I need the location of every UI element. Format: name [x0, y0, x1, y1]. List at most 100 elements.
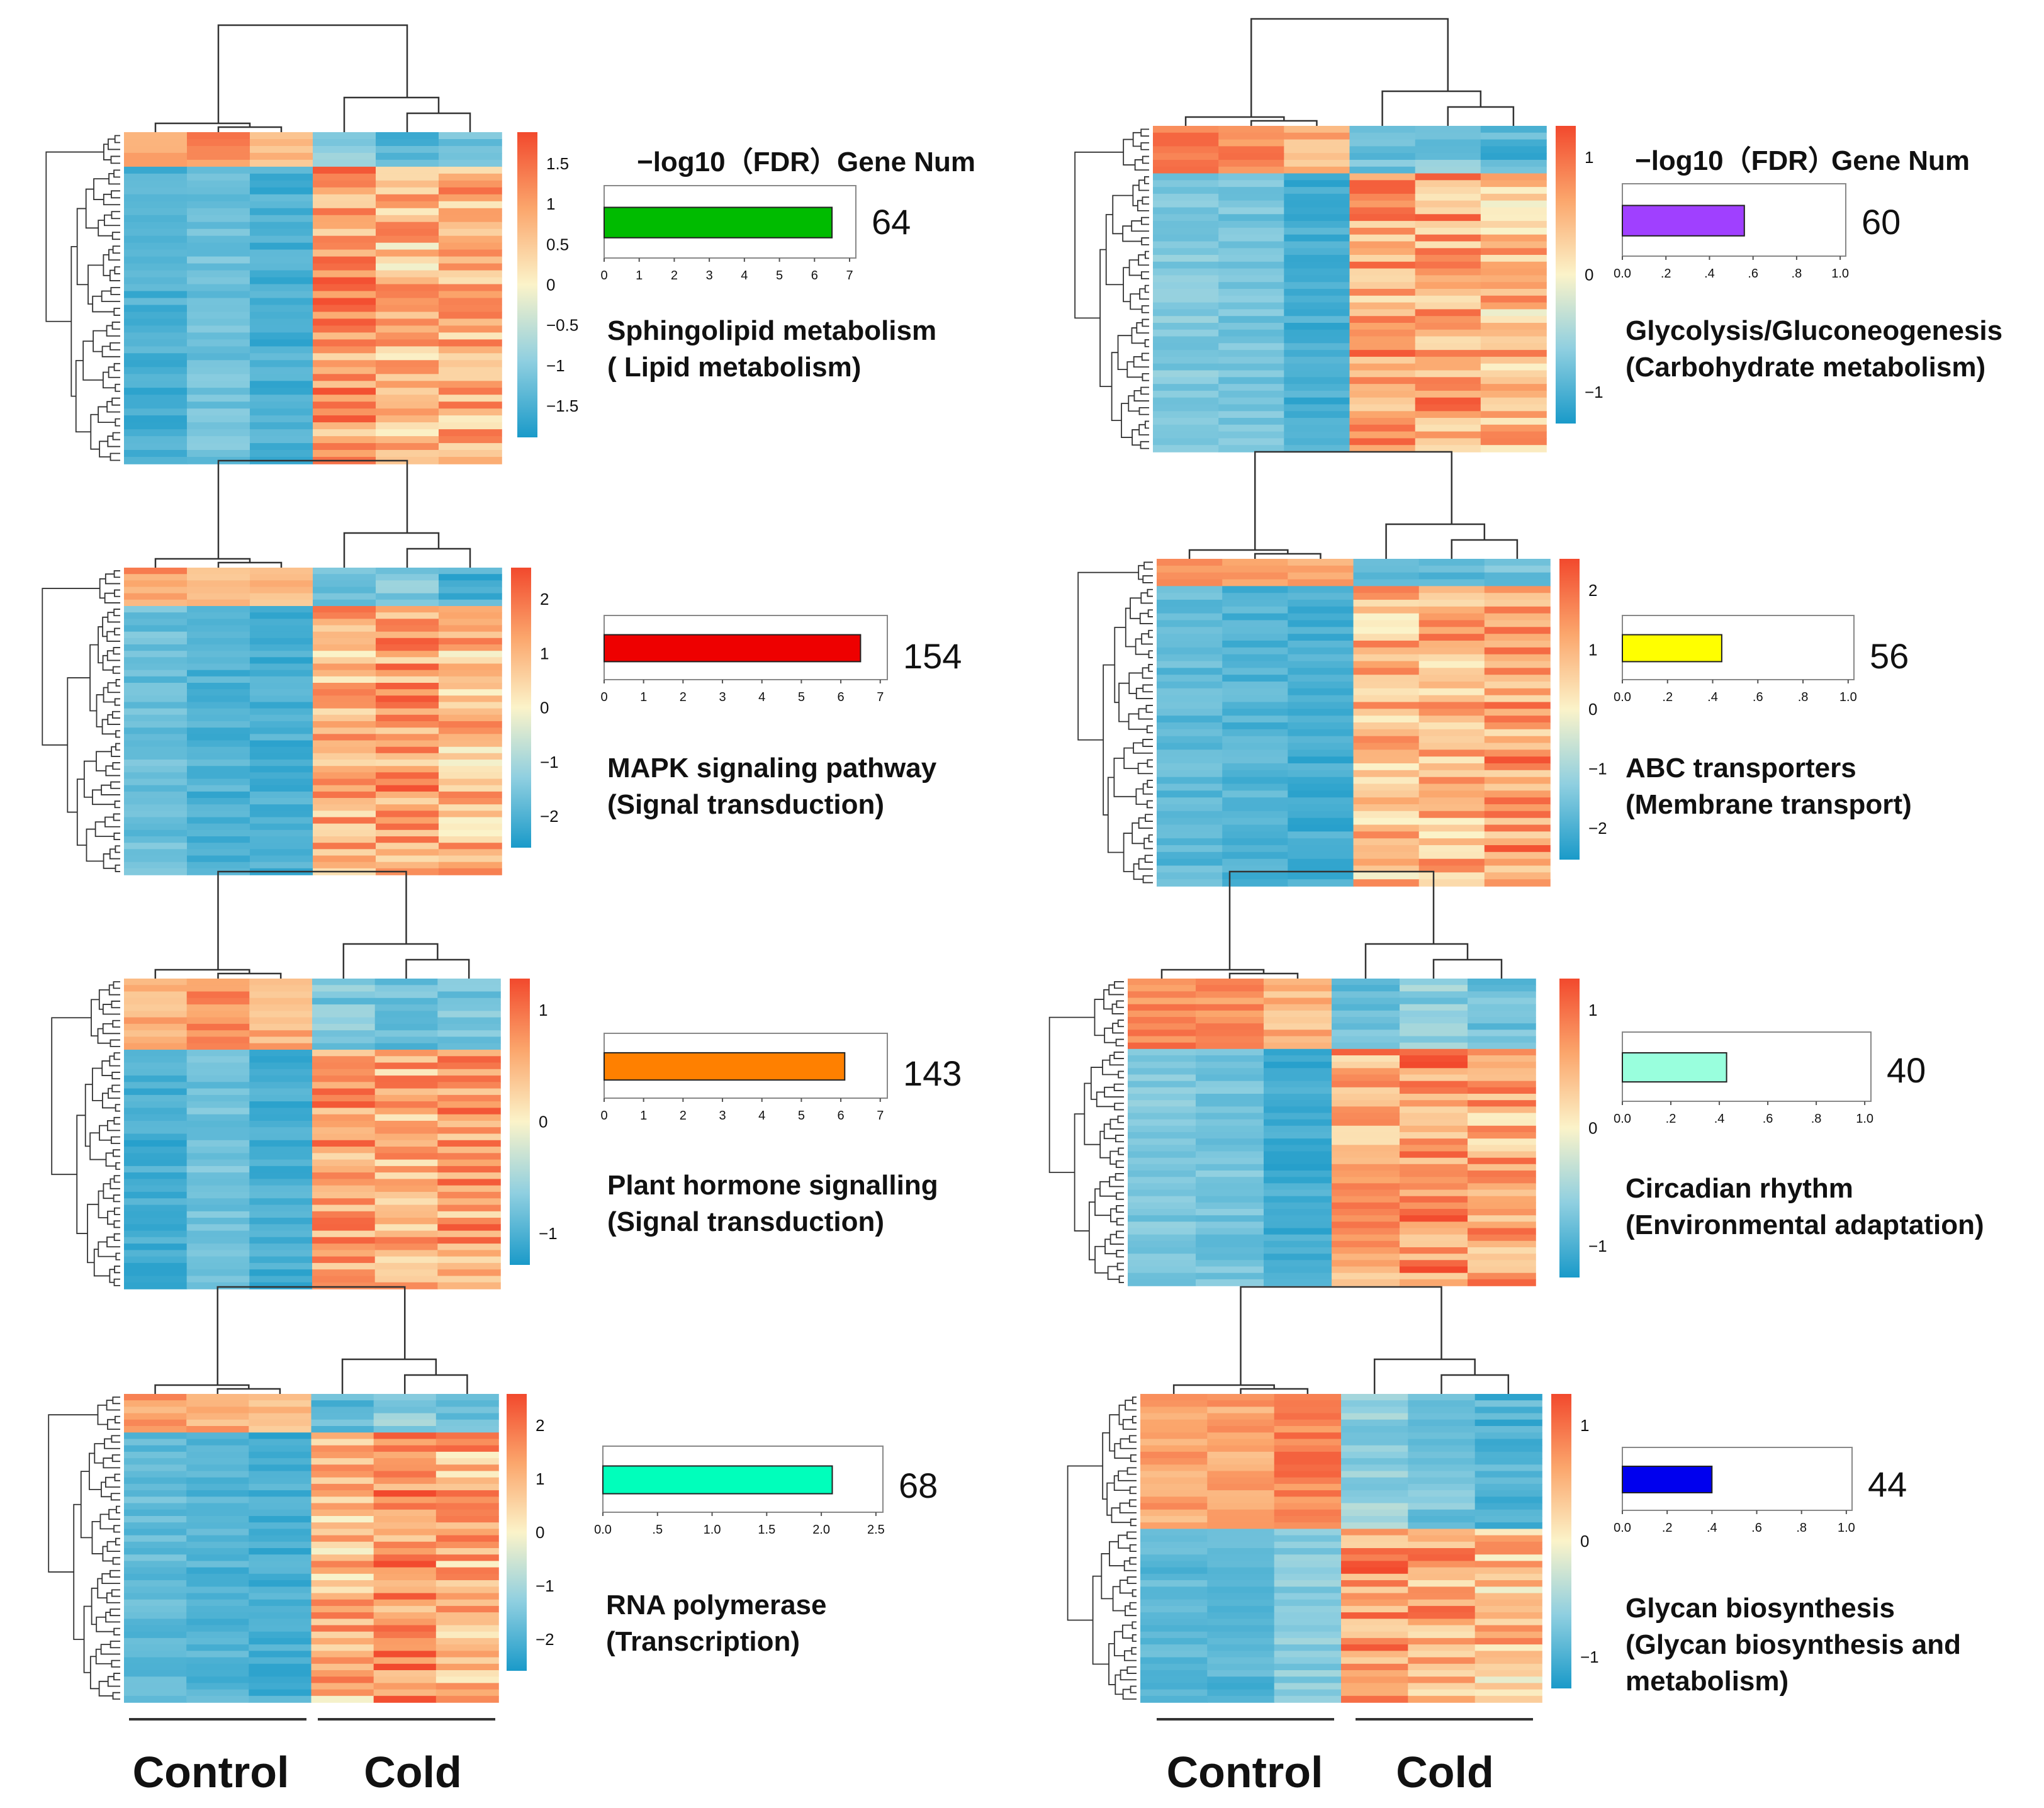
- heatmap-cell: [1353, 606, 1420, 614]
- heatmap-cell: [1274, 1599, 1342, 1607]
- heatmap-cell: [312, 1269, 376, 1277]
- heatmap-cell: [124, 325, 188, 334]
- heatmap-cell: [124, 1153, 188, 1160]
- heatmap-cell: [435, 1432, 499, 1440]
- axis-tick-label: .2: [1666, 1112, 1676, 1126]
- heatmap-cell: [312, 1114, 376, 1121]
- heatmap-cell: [186, 1554, 250, 1562]
- heatmap-cell: [1140, 1637, 1208, 1645]
- heatmap-cell: [250, 339, 313, 347]
- heatmap-cell: [124, 766, 188, 773]
- heatmap-cell: [1349, 356, 1416, 364]
- heatmap-cell: [1284, 356, 1350, 364]
- heatmap-cell: [313, 574, 376, 581]
- axis-tick-label: .6: [1763, 1112, 1773, 1126]
- heatmap-cell: [373, 1496, 437, 1504]
- heatmap-cell: [374, 1030, 439, 1038]
- heatmap-cell: [250, 277, 313, 285]
- heatmap-cell: [313, 772, 376, 780]
- fdr-bar: [604, 206, 833, 239]
- heatmap-cell: [376, 450, 439, 458]
- heatmap-cell: [1153, 390, 1219, 398]
- heatmap-cell: [186, 1567, 250, 1575]
- heatmap-cell: [376, 263, 439, 271]
- dendrogram-branch: [76, 778, 87, 846]
- heatmap-cell: [435, 1670, 499, 1677]
- dendrogram-branch: [1148, 629, 1153, 638]
- heatmap-cell: [186, 1451, 250, 1459]
- scale-tick-label: 1: [1585, 148, 1593, 167]
- dendrogram-branch: [115, 845, 120, 853]
- heatmap-cell: [376, 346, 439, 354]
- heatmap-cell: [1153, 207, 1219, 215]
- heatmap-cell: [1468, 1062, 1536, 1069]
- heatmap-cell: [250, 574, 313, 581]
- heatmap-cell: [186, 997, 250, 1005]
- heatmap-cell: [186, 1458, 250, 1466]
- heatmap-cell: [1140, 1426, 1208, 1433]
- heatmap-cell: [1341, 1580, 1409, 1587]
- heatmap-cell: [1408, 1529, 1476, 1536]
- heatmap-cell: [187, 374, 250, 382]
- heatmap-cell: [1353, 865, 1420, 873]
- heatmap-cell: [1274, 1631, 1342, 1639]
- heatmap-cell: [1264, 1010, 1332, 1018]
- dendrogram-branch: [110, 452, 120, 461]
- heatmap-cell: [124, 1036, 188, 1044]
- heatmap-cell: [376, 291, 439, 299]
- heatmap-cell: [313, 676, 376, 683]
- heatmap-cell: [1480, 221, 1547, 228]
- heatmap-cell: [1408, 1695, 1476, 1703]
- heatmap-cell: [186, 1509, 250, 1517]
- heatmap-cell: [249, 1269, 313, 1277]
- heatmap-cell: [1157, 600, 1223, 607]
- heatmap-cell: [1341, 1503, 1409, 1510]
- heatmap-cell: [1218, 309, 1285, 317]
- dendrogram-branch: [73, 1503, 84, 1641]
- dendrogram-branch: [107, 1676, 120, 1687]
- heatmap-cell: [1218, 289, 1285, 296]
- heatmap-cell: [439, 651, 502, 658]
- heatmap-cell: [1222, 756, 1289, 764]
- heatmap-cell: [1468, 1087, 1536, 1094]
- heatmap-cell: [1484, 579, 1551, 587]
- heatmap-cell: [374, 1262, 439, 1270]
- heatmap-cell: [1418, 654, 1485, 662]
- dendrogram-branch: [1148, 650, 1153, 658]
- heatmap-cell: [1284, 289, 1350, 296]
- dendrogram-branch: [105, 1476, 120, 1488]
- heatmap-cell: [1332, 1100, 1400, 1108]
- heatmap-cell: [186, 1394, 250, 1401]
- heatmap-cell: [1349, 193, 1416, 201]
- heatmap-cell: [1474, 1522, 1542, 1530]
- heatmap-cell: [1288, 641, 1354, 648]
- heatmap-cell: [1332, 1023, 1400, 1031]
- heatmap-cell: [249, 1612, 312, 1620]
- gene-num-header-left: Gene Num: [837, 147, 975, 177]
- scale-tick-label: −1: [1588, 760, 1607, 778]
- heatmap-cell: [187, 132, 250, 140]
- heatmap-cell: [313, 152, 376, 160]
- axis-tick-label: 6: [811, 269, 818, 283]
- heatmap-cell: [249, 1670, 312, 1677]
- heatmap-cell: [250, 450, 313, 458]
- heatmap-cell: [186, 1204, 250, 1212]
- heatmap-cell: [439, 305, 502, 313]
- heatmap-cell: [311, 1496, 374, 1504]
- heatmap-cell: [250, 689, 313, 697]
- heatmap-cell: [376, 676, 439, 683]
- heatmap-cell: [313, 381, 376, 389]
- heatmap-cell: [1222, 675, 1289, 682]
- heatmap-cell: [124, 1599, 187, 1607]
- heatmap-cell: [187, 381, 250, 389]
- heatmap-cell: [1196, 1125, 1264, 1133]
- heatmap-cell: [249, 1637, 312, 1645]
- heatmap-cell: [1353, 722, 1420, 730]
- heatmap-cell: [187, 346, 250, 354]
- heatmap-cell: [1468, 1177, 1536, 1184]
- heatmap-cell: [376, 270, 439, 278]
- heatmap-cell: [439, 228, 502, 237]
- dendrogram-branch: [1147, 759, 1153, 768]
- heatmap-cell: [186, 1017, 250, 1025]
- heatmap-cell: [313, 606, 376, 613]
